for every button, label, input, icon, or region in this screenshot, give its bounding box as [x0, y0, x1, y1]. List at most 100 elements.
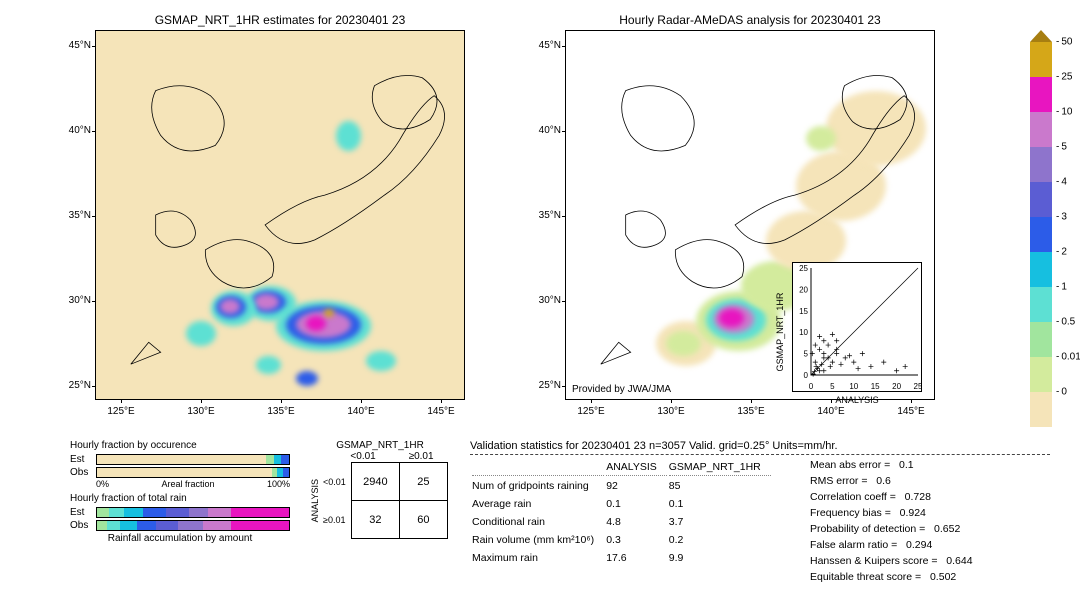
left-map-background — [96, 31, 464, 399]
hbar-row-label: Est — [70, 454, 96, 465]
stats-cell: Average rain — [472, 496, 604, 512]
contingency-cell: 60 — [399, 501, 447, 539]
hbar-section: Hourly fraction by occurence Est Obs 0% … — [70, 440, 290, 546]
map-xtick: 135°E — [737, 406, 764, 417]
map-ytick: 25°N — [531, 380, 561, 391]
stats-cell: Num of gridpoints raining — [472, 478, 604, 494]
colorbar-tick: 10 — [1056, 107, 1072, 118]
map-ytick: 25°N — [61, 380, 91, 391]
map-ytick: 30°N — [531, 295, 561, 306]
totalrain-est-bar — [96, 507, 290, 518]
metric-value: 0.924 — [900, 507, 926, 519]
map-xtick: 130°E — [187, 406, 214, 417]
hbar-xaxis-left: 0% — [96, 479, 109, 489]
metric-value: 0.6 — [876, 475, 891, 487]
metric-value: 0.294 — [906, 539, 932, 551]
hbar-xaxis-mid: Areal fraction — [161, 479, 214, 489]
contingency-col-label: ≥0.01 — [409, 451, 434, 462]
stats-metrics: Mean abs error = 0.1RMS error = 0.6Corre… — [810, 457, 1050, 585]
colorbar-tick: 0 — [1056, 387, 1067, 398]
map-ytick: 45°N — [531, 40, 561, 51]
hbar-row-label: Obs — [70, 467, 96, 478]
metric-label: Probability of detection = — [810, 523, 925, 535]
map-ytick: 40°N — [531, 125, 561, 136]
metric-value: 0.728 — [905, 491, 931, 503]
stats-cell: 17.6 — [606, 550, 667, 566]
right-map-background: Provided by JWA/JMA — [566, 31, 934, 399]
stats-cell: 0.3 — [606, 532, 667, 548]
coastline-right — [566, 31, 934, 399]
hbar-row-label: Obs — [70, 520, 96, 531]
contingency-table: 294025 3260 — [351, 462, 448, 539]
map-xtick: 130°E — [657, 406, 684, 417]
contingency-section: GSMAP_NRT_1HR <0.01 ≥0.01 ANALYSIS <0.01… — [310, 440, 450, 539]
metric-label: RMS error = — [810, 475, 867, 487]
stats-cell: 0.1 — [669, 496, 771, 512]
left-map-title: GSMAP_NRT_1HR estimates for 20230401 23 — [96, 13, 464, 27]
colorbar-tick: 1 — [1056, 282, 1067, 293]
contingency-row-title: ANALYSIS — [310, 479, 320, 522]
metric-label: Mean abs error = — [810, 459, 890, 471]
contingency-cell: 2940 — [351, 463, 399, 501]
stats-cell: Maximum rain — [472, 550, 604, 566]
precip-region — [336, 121, 361, 151]
colorbar-tick: 50 — [1056, 37, 1072, 48]
stats-header: ANALYSIS — [606, 459, 667, 476]
metric-label: Equitable threat score = — [810, 571, 921, 583]
right-map-panel: Hourly Radar-AMeDAS analysis for 2023040… — [565, 30, 935, 400]
colorbar-tick: 25 — [1056, 72, 1072, 83]
contingency-row-label: ≥0.01 — [323, 501, 346, 539]
metric-label: Frequency bias = — [810, 507, 891, 519]
metric-label: Correlation coeff = — [810, 491, 896, 503]
colorbar-tick: 2 — [1056, 247, 1067, 258]
hbar-caption: Rainfall accumulation by amount — [70, 533, 290, 544]
map-ytick: 30°N — [61, 295, 91, 306]
map-xtick: 145°E — [897, 406, 924, 417]
contingency-cell: 32 — [351, 501, 399, 539]
metric-value: 0.644 — [946, 555, 972, 567]
metric-label: Hanssen & Kuipers score = — [810, 555, 938, 567]
contingency-cell: 25 — [399, 463, 447, 501]
colorbar-tick: 4 — [1056, 177, 1067, 188]
stats-cell: Rain volume (mm km²10⁶) — [472, 532, 604, 548]
metric-value: 0.502 — [930, 571, 956, 583]
precip-region — [366, 351, 396, 371]
contingency-col-label: <0.01 — [350, 451, 375, 462]
map-ytick: 45°N — [61, 40, 91, 51]
stats-section: Validation statistics for 20230401 23 n=… — [470, 440, 1050, 585]
occurrence-title: Hourly fraction by occurence — [70, 440, 290, 451]
map-ytick: 35°N — [61, 210, 91, 221]
hbar-row-label: Est — [70, 507, 96, 518]
map-xtick: 140°E — [347, 406, 374, 417]
metric-label: False alarm ratio = — [810, 539, 897, 551]
totalrain-obs-bar — [96, 520, 290, 531]
occurrence-est-bar — [96, 454, 290, 465]
right-map-title: Hourly Radar-AMeDAS analysis for 2023040… — [566, 13, 934, 27]
map-ytick: 40°N — [61, 125, 91, 136]
stats-title: Validation statistics for 20230401 23 n=… — [470, 440, 1050, 452]
occurrence-obs-bar — [96, 467, 290, 478]
precip-region — [220, 299, 240, 314]
precip-region — [324, 309, 334, 317]
left-map-panel: GSMAP_NRT_1HR estimates for 20230401 23 … — [95, 30, 465, 400]
colorbar-tick: 0.01 — [1056, 352, 1080, 363]
metric-value: 0.652 — [934, 523, 960, 535]
map-xtick: 135°E — [267, 406, 294, 417]
precip-region — [256, 356, 281, 374]
map-attribution: Provided by JWA/JMA — [572, 384, 671, 395]
stats-header — [472, 459, 604, 476]
precip-region — [296, 371, 318, 386]
precip-region — [186, 321, 216, 346]
stats-cell: 85 — [669, 478, 771, 494]
map-xtick: 140°E — [817, 406, 844, 417]
hbar-xaxis-right: 100% — [267, 479, 290, 489]
stats-header: GSMAP_NRT_1HR — [669, 459, 771, 476]
totalrain-title: Hourly fraction of total rain — [70, 493, 290, 504]
map-xtick: 125°E — [577, 406, 604, 417]
stats-cell: Conditional rain — [472, 514, 604, 530]
contingency-row-label: <0.01 — [323, 463, 346, 501]
coastline-left — [96, 31, 464, 399]
stats-cell: 0.1 — [606, 496, 667, 512]
colorbar-tick: 5 — [1056, 142, 1067, 153]
contingency-title: GSMAP_NRT_1HR — [310, 440, 450, 451]
